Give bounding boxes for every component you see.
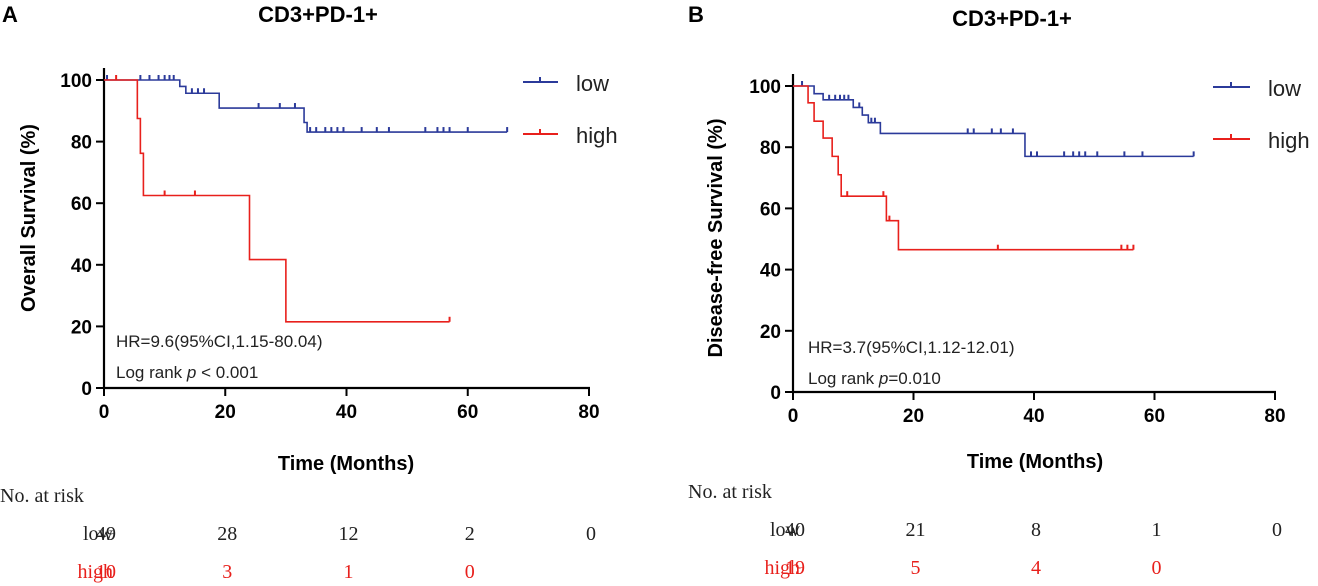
panel-a-x-tick-label: 60: [457, 402, 478, 423]
panel-a-y-tick-label: 60: [71, 194, 92, 215]
panel-b-x-tick-label: 0: [788, 406, 799, 427]
panel-a-risk-low-count: 49: [96, 523, 116, 545]
panel-a-legend-high-label: high: [576, 123, 618, 148]
panel-b-curve-high: [793, 85, 1134, 251]
panel-a-risk-high-count: 1: [344, 561, 354, 583]
panel-a-curve-low: [104, 79, 508, 133]
panel-a-y-axis-label: Overall Survival (%): [18, 124, 40, 312]
panel-b-risk-header: No. at risk: [688, 481, 772, 503]
panel-b-y-tick-label: 80: [760, 138, 781, 159]
panel-a-curve-high: [104, 79, 450, 323]
panel-b-hr-annotation: HR=3.7(95%CI,1.12-12.01): [808, 338, 1014, 357]
panel-b-y-tick-label: 20: [760, 322, 781, 343]
panel-a-risk-low-count: 0: [586, 523, 596, 545]
panel-b-risk-high-count: 4: [1031, 557, 1041, 579]
panel-b-logrank-p: p: [878, 369, 888, 388]
panel-a-risk-high-count: 10: [96, 561, 116, 583]
panel-b-curve-low: [793, 85, 1194, 158]
panel-b-legend: low high: [1213, 76, 1310, 153]
panel-a-legend: low high: [523, 71, 618, 148]
panel-a-x-tick-label: 80: [578, 402, 599, 423]
panel-b-y-tick-label: 60: [760, 199, 781, 220]
panel-b-x-tick-label: 40: [1023, 406, 1044, 427]
panel-a-x-tick-label: 40: [336, 402, 357, 423]
panel-b-x-tick-label: 80: [1264, 406, 1285, 427]
panel-b-title: CD3+PD-1+: [952, 6, 1072, 31]
panel-a-y-tick-label: 20: [71, 317, 92, 338]
panel-a-x-tick-label: 20: [215, 402, 236, 423]
panel-a-risk-low-count: 2: [465, 523, 475, 545]
panel-b-x-axis-label: Time (Months): [967, 451, 1103, 473]
panel-a-legend-low-label: low: [576, 71, 609, 96]
panel-b-logrank-value: =0.010: [888, 369, 940, 388]
panel-a-curves: [104, 75, 509, 323]
panel-b-legend-high-label: high: [1268, 128, 1310, 153]
panel-a-hr-annotation: HR=9.6(95%CI,1.15-80.04): [116, 332, 322, 351]
panel-a-logrank-value: < 0.001: [196, 363, 258, 382]
panel-b-y-tick-label: 100: [749, 77, 781, 98]
panel-b-risk-label-low: low: [770, 519, 801, 541]
panel-b-y-tick-label: 0: [770, 383, 781, 404]
panel-b-letter: B: [688, 2, 704, 27]
panel-a-logrank-p: p: [186, 363, 196, 382]
panel-a-x-tick-label: 0: [99, 402, 110, 423]
panel-a-risk-header: No. at risk: [0, 485, 84, 507]
panel-a-y-tick-label: 40: [71, 256, 92, 277]
panel-a: A CD3+PD-1+ Overall Survival (%) Time (M…: [0, 2, 618, 583]
panel-b-risk-low-count: 8: [1031, 519, 1041, 541]
panel-a-x-axis-label: Time (Months): [278, 453, 414, 475]
panel-a-risk-low-count: 28: [217, 523, 237, 545]
panel-b-risk-label-high: high: [764, 557, 800, 579]
panel-b-y-tick-label: 40: [760, 261, 781, 282]
panel-a-logrank-annotation: Log rank p < 0.001: [116, 363, 258, 382]
panel-a-risk-low-count: 12: [339, 523, 359, 545]
panel-b-curves: [793, 81, 1195, 251]
panel-a-axes: 0 20 40 60 80 100 0 20 40 60 80: [60, 68, 600, 423]
panel-b-risk-counts: 40 21 8 1 019 5 4 0: [785, 519, 1282, 579]
panel-a-risk-label-high: high: [77, 561, 113, 583]
panel-b-x-tick-label: 60: [1144, 406, 1165, 427]
panel-a-risk-high-count: 3: [222, 561, 232, 583]
panel-b-axes: 0 20 40 60 80 100 0 20 40 60 80: [749, 74, 1286, 427]
panel-b-risk-high-count: 19: [785, 557, 805, 579]
panel-a-y-tick-label: 100: [60, 71, 92, 92]
panel-b-risk-low-count: 40: [785, 519, 805, 541]
panel-b-x-tick-label: 20: [903, 406, 924, 427]
panel-a-risk-high-count: 0: [465, 561, 475, 583]
panel-b-risk-low-count: 0: [1272, 519, 1282, 541]
panel-a-title: CD3+PD-1+: [258, 2, 378, 27]
panel-b-risk-high-count: 5: [911, 557, 921, 579]
panel-a-logrank-prefix: Log rank: [116, 363, 187, 382]
panel-a-risk-label-low: low: [83, 523, 114, 545]
panel-b-y-axis-label: Disease-free Survival (%): [705, 118, 727, 357]
panel-b: B CD3+PD-1+ Disease-free Survival (%) Ti…: [688, 2, 1310, 579]
panel-b-logrank-annotation: Log rank p=0.010: [808, 369, 941, 388]
panel-a-risk-counts: 49 28 12 2 010 3 1 0: [96, 523, 596, 583]
panel-b-risk-low-count: 21: [906, 519, 926, 541]
panel-b-risk-high-count: 0: [1152, 557, 1162, 579]
panel-a-y-tick-label: 80: [71, 133, 92, 154]
panel-b-legend-low-label: low: [1268, 76, 1301, 101]
panel-a-y-tick-label: 0: [81, 379, 92, 400]
panel-b-logrank-prefix: Log rank: [808, 369, 879, 388]
panel-a-letter: A: [2, 2, 18, 27]
panel-b-risk-low-count: 1: [1152, 519, 1162, 541]
